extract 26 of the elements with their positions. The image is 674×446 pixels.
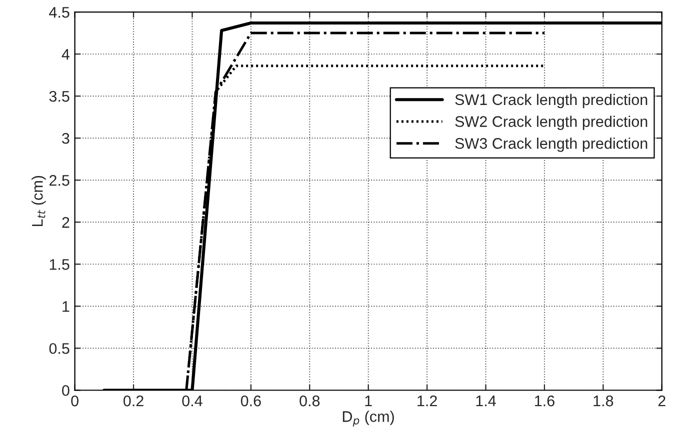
y-tick-label: 2.5	[49, 175, 70, 186]
y-tick-label: 1	[62, 301, 70, 312]
x-tick-label: 1.2	[418, 396, 437, 406]
x-tick-label: 1.4	[476, 396, 496, 406]
x-tick-label: 0	[71, 396, 78, 406]
y-axis-title: L$_{tt}$ (cm)	[32, 176, 46, 226]
x-tick-label: 1.8	[594, 396, 614, 406]
x-tick-label: 0.4	[182, 396, 202, 406]
x-tick-label: 0.2	[124, 396, 144, 406]
x-tick-label: 1	[365, 396, 372, 406]
legend-label: SW1 Crack length prediction	[455, 94, 648, 108]
y-tick-label: 2	[62, 217, 70, 228]
x-tick-label: 1.6	[535, 396, 554, 406]
y-tick-label: 3	[62, 132, 70, 144]
x-axis-title: D$_{p}$ (cm)	[342, 410, 394, 427]
x-tick-label: 2	[658, 396, 666, 406]
x-tick-label: 0.6	[240, 396, 261, 406]
x-tick-label: 0.8	[300, 396, 320, 406]
y-tick-label: 4	[62, 49, 70, 60]
legend-label: SW2 Crack length prediction	[455, 116, 648, 130]
y-tick-label: 1.5	[50, 259, 70, 270]
y-tick-label: 4.5	[49, 7, 70, 18]
y-tick-label: 3.5	[49, 90, 70, 102]
legend-label: SW3 Crack length prediction	[455, 138, 648, 152]
y-tick-label: 0	[62, 385, 70, 396]
y-tick-label: 0.5	[49, 343, 70, 354]
